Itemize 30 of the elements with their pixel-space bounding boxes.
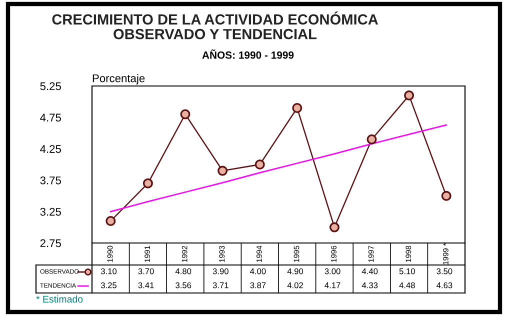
y-tick-label: 3.75 — [40, 176, 61, 184]
data-label: 3.41 — [138, 282, 154, 288]
y-tick-label: 4.25 — [40, 145, 61, 153]
y-tick-label: 4.75 — [40, 114, 61, 122]
y-tick-label: 2.75 — [40, 239, 61, 248]
data-label: 4.02 — [287, 282, 303, 288]
y-tick-label: 3.25 — [40, 208, 61, 216]
data-label: 3.10 — [100, 268, 117, 274]
data-label: 3.00 — [324, 268, 340, 274]
data-label: 5.10 — [399, 268, 415, 274]
data-label: 4.40 — [362, 268, 378, 274]
data-label: 3.56 — [176, 282, 192, 288]
data-label: 3.90 — [212, 268, 228, 274]
chart-title: CRECIMIENTO DE LA ACTIVIDAD ECONÓMICA OBSERVADO Y TENDENCIAL — [52, 12, 378, 40]
data-label: 3.87 — [250, 282, 266, 288]
data-label: 3.50 — [436, 268, 452, 274]
data-label: 3.70 — [138, 268, 154, 274]
chart-subtitle: AÑOS: 1990 - 1999 — [202, 49, 294, 59]
data-label: 3.71 — [212, 282, 228, 288]
data-label: 4.48 — [399, 282, 415, 288]
data-label: 3.25 — [100, 282, 117, 288]
data-label: 4.63 — [436, 282, 452, 288]
data-label: 4.80 — [175, 268, 192, 274]
data-label: 4.33 — [362, 282, 378, 288]
text: * Estimado — [36, 295, 83, 303]
data-label: 4.00 — [250, 268, 266, 274]
data-label: 4.90 — [287, 268, 304, 274]
data-label: 4.17 — [324, 282, 340, 288]
y-axis-title: Porcentaje — [92, 74, 145, 84]
y-tick-label: 5.25 — [40, 82, 61, 90]
